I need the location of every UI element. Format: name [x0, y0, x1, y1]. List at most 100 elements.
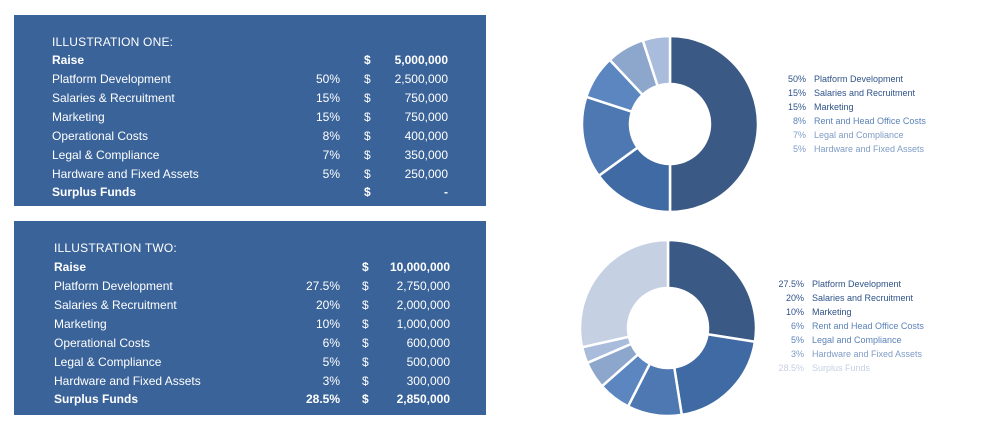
donut-slice — [641, 34, 672, 88]
allocation-percent: 20% — [315, 298, 340, 312]
raise-row: Raise $ 10,000,000 — [14, 260, 486, 279]
surplus-percent: 28.5% — [305, 392, 340, 406]
legend-label: Legal and Compliance — [814, 130, 904, 140]
donut-chart-one — [580, 34, 760, 214]
allocation-row: Operational Costs 6% $600,000 — [14, 336, 486, 355]
legend-label: Rent and Head Office Costs — [814, 116, 926, 126]
legend-label: Platform Development — [812, 279, 902, 289]
legend-label: Rent and Head Office Costs — [812, 321, 924, 331]
allocation-label: Hardware and Fixed Assets — [54, 374, 201, 388]
allocation-amount: 2,500,000 — [394, 72, 448, 86]
surplus-row: Surplus Funds 28.5% $ 2,850,000 — [14, 392, 486, 411]
allocation-label: Marketing — [54, 317, 107, 331]
allocation-currency: $ — [362, 374, 369, 388]
allocation-percent: 10% — [315, 317, 340, 331]
allocation-currency: $ — [362, 317, 369, 331]
legend-percent: 28.5% — [778, 363, 804, 373]
raise-row: Raise $ 5,000,000 — [14, 53, 486, 72]
allocation-percent: 6% — [322, 336, 340, 350]
allocation-row: Salaries & Recruitment 15% $750,000 — [14, 91, 486, 110]
allocation-currency: $ — [364, 72, 371, 86]
legend-label: Surplus Funds — [812, 363, 871, 373]
legend-percent: 6% — [790, 321, 804, 331]
illustration-one-panel: ILLUSTRATION ONE: Raise $ 5,000,000 Plat… — [14, 15, 486, 206]
raise-label: Raise — [54, 260, 87, 274]
raise-amount: 5,000,000 — [394, 53, 448, 67]
allocation-currency: $ — [362, 355, 369, 369]
legend-label: Salaries and Recruitment — [812, 293, 914, 303]
allocation-row: Salaries & Recruitment 20% $2,000,000 — [14, 298, 486, 317]
allocation-amount: 750,000 — [404, 91, 448, 105]
allocation-row: Operational Costs 8% $400,000 — [14, 129, 486, 148]
allocation-row: Hardware and Fixed Assets 3% $300,000 — [14, 374, 486, 393]
allocation-currency: $ — [364, 91, 371, 105]
legend-label: Platform Development — [814, 74, 904, 84]
allocation-row: Hardware and Fixed Assets 5% $250,000 — [14, 167, 486, 186]
allocation-currency: $ — [364, 167, 371, 181]
legend-percent: 15% — [787, 88, 806, 98]
legend-label: Marketing — [812, 307, 852, 317]
legend-label: Marketing — [814, 102, 854, 112]
allocation-percent: 8% — [322, 129, 340, 143]
allocation-label: Legal & Compliance — [52, 148, 160, 162]
allocation-percent: 15% — [315, 91, 340, 105]
donut-slice — [668, 34, 760, 214]
allocation-label: Operational Costs — [54, 336, 151, 350]
legend-percent: 20% — [785, 293, 804, 303]
raise-label: Raise — [52, 53, 85, 67]
surplus-amount: - — [444, 185, 448, 199]
legend-label: Salaries and Recruitment — [814, 88, 916, 98]
allocation-percent: 7% — [322, 148, 340, 162]
allocation-amount: 350,000 — [404, 148, 448, 162]
legend-percent: 3% — [790, 349, 804, 359]
allocation-amount: 1,000,000 — [396, 317, 450, 331]
legend-percent: 8% — [792, 116, 806, 126]
allocation-label: Salaries & Recruitment — [54, 298, 177, 312]
allocation-percent: 5% — [322, 167, 340, 181]
allocation-amount: 300,000 — [406, 374, 450, 388]
allocation-percent: 5% — [322, 355, 340, 369]
surplus-label: Surplus Funds — [54, 392, 138, 406]
allocation-label: Operational Costs — [52, 129, 149, 143]
allocation-amount: 750,000 — [404, 110, 448, 124]
allocation-row: Platform Development 27.5% $2,750,000 — [14, 279, 486, 298]
allocation-row: Legal & Compliance 7% $350,000 — [14, 148, 486, 167]
allocation-label: Legal & Compliance — [54, 355, 162, 369]
allocation-row: Marketing 15% $750,000 — [14, 110, 486, 129]
allocation-label: Salaries & Recruitment — [52, 91, 175, 105]
allocation-label: Marketing — [52, 110, 105, 124]
allocation-currency: $ — [362, 298, 369, 312]
illustration-one-title: ILLUSTRATION ONE: — [52, 35, 174, 49]
allocation-currency: $ — [362, 336, 369, 350]
donut-slice — [578, 238, 670, 349]
allocation-row: Marketing 10% $1,000,000 — [14, 317, 486, 336]
surplus-row: Surplus Funds $ - — [14, 185, 486, 204]
allocation-label: Hardware and Fixed Assets — [52, 167, 199, 181]
allocation-label: Platform Development — [54, 279, 173, 293]
allocation-amount: 2,000,000 — [396, 298, 450, 312]
allocation-row: Platform Development 50% $2,500,000 — [14, 72, 486, 91]
allocation-amount: 600,000 — [406, 336, 450, 350]
illustration-two-panel: ILLUSTRATION TWO: Raise $ 10,000,000 Pla… — [14, 221, 486, 415]
allocation-currency: $ — [364, 110, 371, 124]
legend-percent: 7% — [792, 130, 806, 140]
raise-amount: 10,000,000 — [389, 260, 450, 274]
allocation-amount: 2,750,000 — [396, 279, 450, 293]
legend-percent: 50% — [787, 74, 806, 84]
allocation-amount: 250,000 — [404, 167, 448, 181]
surplus-currency: $ — [364, 185, 371, 199]
surplus-currency: $ — [362, 392, 369, 406]
allocation-amount: 500,000 — [406, 355, 450, 369]
illustration-two-title: ILLUSTRATION TWO: — [54, 241, 177, 255]
allocation-currency: $ — [362, 279, 369, 293]
surplus-label: Surplus Funds — [52, 185, 136, 199]
allocation-percent: 50% — [315, 72, 340, 86]
legend-percent: 27.5% — [778, 279, 804, 289]
donut-chart-two — [578, 238, 758, 418]
legend-label: Hardware and Fixed Assets — [812, 349, 923, 359]
allocation-currency: $ — [364, 148, 371, 162]
raise-currency: $ — [362, 260, 369, 274]
allocation-label: Platform Development — [52, 72, 171, 86]
allocation-currency: $ — [364, 129, 371, 143]
donut-slice — [666, 238, 758, 344]
